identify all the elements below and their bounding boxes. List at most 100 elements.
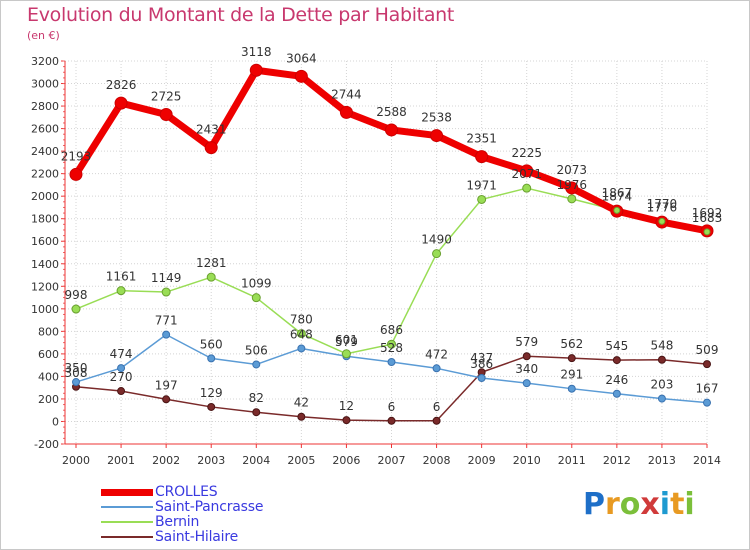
data-label-saint-pancrasse: 648 (290, 327, 313, 341)
logo-letter: x (640, 487, 660, 522)
data-label-bernin: 998 (65, 288, 88, 302)
legend-swatch (101, 521, 153, 523)
point-bernin (387, 339, 396, 349)
x-tick-label: 2009 (468, 454, 496, 467)
x-tick-label: 2011 (558, 454, 586, 467)
point-saint-hilaire (567, 354, 576, 363)
point-saint-pancrasse (207, 354, 216, 363)
point-bernin (432, 249, 442, 259)
point-bernin (341, 349, 351, 359)
point-bernin-overlay (658, 217, 666, 225)
x-tick-label: 2006 (332, 454, 360, 467)
point-saint-hilaire (252, 408, 261, 417)
data-label-saint-pancrasse: 771 (155, 314, 178, 328)
point-saint-pancrasse (252, 360, 261, 369)
data-label-saint-hilaire: 579 (515, 335, 538, 349)
data-label-crolles: 2073 (557, 163, 588, 177)
x-tick-label: 2002 (152, 454, 180, 467)
y-tick-label: 2200 (31, 168, 59, 181)
point-crolles (294, 69, 308, 83)
data-label-bernin: 1976 (557, 178, 588, 192)
logo-letter: P (583, 487, 605, 522)
data-label-saint-pancrasse: 203 (650, 378, 673, 392)
point-saint-pancrasse (432, 364, 441, 373)
data-label-saint-hilaire: 545 (605, 339, 628, 353)
point-saint-hilaire (387, 416, 396, 425)
legend-item: CROLLES (101, 484, 321, 500)
point-crolles (204, 141, 218, 155)
legend-label: Saint-Hilaire (155, 529, 239, 545)
data-label-saint-hilaire: 12 (339, 399, 354, 413)
logo-letter: r (605, 487, 620, 522)
x-tick-label: 2000 (62, 454, 90, 467)
proxiti-logo: Proxiti (583, 487, 695, 522)
point-bernin (71, 304, 81, 314)
x-tick-label: 2003 (197, 454, 225, 467)
y-tick-label: 1600 (31, 235, 59, 248)
data-label-crolles: 2351 (466, 132, 497, 146)
data-label-crolles: 2538 (421, 111, 452, 125)
y-tick-label: -200 (34, 438, 59, 451)
data-label-crolles: 2225 (511, 146, 542, 160)
data-label-saint-hilaire: 437 (470, 351, 493, 365)
x-tick-label: 2012 (603, 454, 631, 467)
data-labels: 308 270 197 129 82 42 12 6 6 437 579 562 545 548 509 35… (61, 45, 723, 414)
point-crolles (114, 96, 128, 110)
data-label-saint-hilaire: 548 (650, 339, 673, 353)
data-label-crolles: 2725 (151, 90, 182, 104)
data-label-bernin: 1776 (647, 200, 678, 214)
axes: -200 0 200 400 600 800 1000 1200 1400 1600 1800 200… (31, 55, 721, 467)
data-label-saint-hilaire: 6 (433, 400, 441, 414)
point-saint-hilaire (522, 352, 531, 361)
data-label-bernin: 601 (335, 333, 358, 347)
data-label-saint-hilaire: 562 (560, 337, 583, 351)
data-label-bernin: 1161 (106, 270, 137, 284)
data-label-bernin: 780 (290, 313, 313, 327)
point-crolles (339, 105, 353, 119)
y-tick-label: 1200 (31, 280, 59, 293)
data-label-saint-pancrasse: 474 (110, 347, 133, 361)
data-label-saint-hilaire: 42 (294, 396, 309, 410)
y-tick-label: 0 (52, 415, 59, 428)
point-crolles (565, 181, 579, 195)
logo-letter: o (619, 487, 641, 522)
data-label-crolles: 2193 (61, 149, 92, 163)
point-saint-pancrasse (117, 364, 126, 373)
point-saint-pancrasse (72, 378, 80, 387)
data-label-saint-hilaire: 6 (388, 400, 396, 414)
data-label-crolles: 1692 (692, 206, 723, 220)
data-label-bernin: 1281 (196, 256, 227, 270)
data-label-bernin: 686 (380, 323, 403, 337)
point-bernin-overlay (613, 206, 621, 214)
x-tick-label: 2010 (513, 454, 541, 467)
page-title: Evolution du Montant de la Dette par Hab… (27, 4, 455, 26)
data-label-bernin: 1490 (421, 233, 452, 247)
data-label-saint-hilaire: 82 (249, 391, 264, 405)
point-bernin-overlay (703, 228, 711, 236)
data-label-saint-hilaire: 197 (155, 378, 178, 392)
logo-letter: i (659, 487, 671, 522)
series-layer (69, 63, 714, 425)
x-tick-label: 2004 (242, 454, 270, 467)
point-crolles (385, 123, 398, 137)
x-tick-label: 2001 (107, 454, 135, 467)
grid (65, 60, 708, 445)
data-label-crolles: 2431 (196, 123, 227, 137)
legend-label: Bernin (155, 514, 200, 530)
x-tick-label: 2005 (287, 454, 315, 467)
point-saint-hilaire (297, 412, 306, 421)
y-tick-label: 2800 (31, 100, 59, 113)
x-tick-label: 2007 (378, 454, 406, 467)
data-label-saint-pancrasse: 340 (515, 362, 538, 376)
point-crolles (430, 129, 444, 143)
x-tick-label: 2013 (648, 454, 676, 467)
y-tick-label: 2000 (31, 190, 59, 203)
point-bernin (522, 183, 532, 193)
point-saint-pancrasse (567, 384, 576, 393)
data-label-bernin: 1099 (241, 277, 272, 291)
point-bernin (116, 286, 126, 296)
y-tick-label: 1800 (31, 213, 59, 226)
point-saint-hilaire (432, 416, 441, 425)
x-tick-label: 2008 (423, 454, 451, 467)
